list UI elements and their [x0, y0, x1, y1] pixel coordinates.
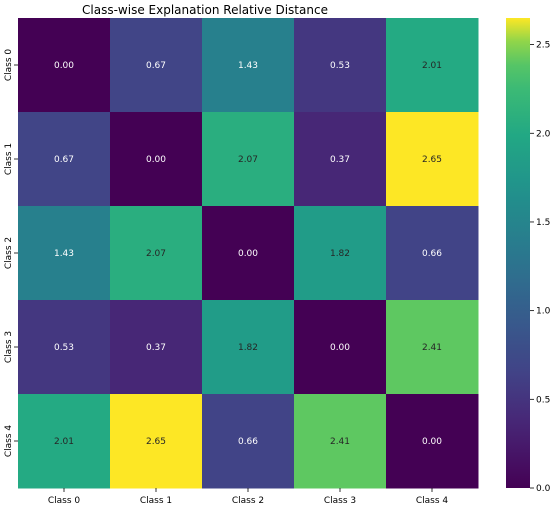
heatmap-cell: [202, 394, 295, 489]
y-tick-label: Class 0: [4, 49, 14, 82]
y-tick-label: Class 3: [4, 331, 14, 363]
heatmap-cell: [18, 112, 111, 207]
colorbar-tick-label: 2.5: [536, 41, 550, 51]
cell-value-label: 2.01: [54, 437, 74, 447]
cell-value-label: 1.43: [238, 61, 258, 71]
x-tick-label: Class 4: [416, 496, 449, 505]
y-tick-label: Class 1: [4, 143, 14, 175]
cell-value-label: 0.00: [422, 437, 442, 447]
cell-value-label: 0.37: [330, 155, 350, 165]
colorbar-tick-label: 2.0: [536, 129, 550, 139]
cell-value-label: 2.41: [422, 343, 442, 353]
colorbar-tick-label: 0.5: [536, 395, 550, 405]
heatmap-cell: [18, 18, 111, 113]
heatmap-cell: [110, 206, 203, 301]
cell-value-label: 2.01: [422, 61, 442, 71]
heatmap-cell: [386, 206, 479, 301]
cell-value-label: 0.00: [54, 61, 74, 71]
y-tick-label: Class 4: [4, 425, 14, 458]
colorbar-tick-label: 1.0: [536, 307, 550, 317]
heatmap-cell: [202, 112, 295, 207]
heatmap-cell: [18, 300, 111, 395]
cell-value-label: 1.82: [330, 249, 350, 259]
colorbar-tick-label: 0.0: [536, 484, 550, 494]
cell-value-label: 0.53: [54, 343, 74, 353]
x-tick-label: Class 1: [140, 496, 172, 505]
heatmap-cell: [294, 300, 387, 395]
cell-value-label: 0.67: [146, 61, 166, 71]
heatmap-cell: [294, 112, 387, 207]
cell-value-label: 2.65: [146, 437, 166, 447]
colorbar: 0.0 0.5 1.0 1.5 2.0 2.5: [506, 18, 550, 494]
cell-value-label: 0.37: [146, 343, 166, 353]
heatmap-cell: [202, 206, 295, 301]
heatmap-cell: [110, 300, 203, 395]
x-axis: Class 0 Class 1 Class 2 Class 3 Class 4: [48, 488, 449, 505]
heatmap-cells: 0.00 0.67 1.43 0.53 2.01 0.67 0.00 2.07 0.37 2.65…: [18, 18, 479, 489]
heatmap-cell: [386, 18, 479, 113]
heatmap-cell: [294, 206, 387, 301]
x-tick-label: Class 3: [324, 496, 356, 505]
heatmap-cell: [202, 18, 295, 113]
heatmap-cell: [18, 394, 111, 489]
x-tick-label: Class 2: [232, 496, 264, 505]
cell-value-label: 0.00: [238, 249, 258, 259]
heatmap-cell: [386, 300, 479, 395]
colorbar-tick-label: 1.5: [536, 218, 550, 228]
cell-value-label: 0.53: [330, 61, 350, 71]
cell-value-label: 1.43: [54, 249, 74, 259]
heatmap-cell: [110, 18, 203, 113]
cell-value-label: 0.00: [330, 343, 350, 353]
cell-value-label: 0.00: [146, 155, 166, 165]
cell-value-label: 0.66: [422, 249, 442, 259]
heatmap-cell: [294, 18, 387, 113]
heatmap-cell: [202, 300, 295, 395]
heatmap-cell: [110, 112, 203, 207]
cell-value-label: 2.41: [330, 437, 350, 447]
x-tick-label: Class 0: [48, 496, 81, 505]
cell-value-label: 2.07: [238, 155, 258, 165]
heatmap-cell: [18, 206, 111, 301]
cell-value-label: 0.67: [54, 155, 74, 165]
colorbar-gradient: [506, 18, 530, 488]
chart-title: Class-wise Explanation Relative Distance: [82, 3, 328, 17]
heatmap-cell: [294, 394, 387, 489]
cell-value-label: 2.07: [146, 249, 166, 259]
y-tick-label: Class 2: [4, 237, 14, 269]
heatmap-cell: [110, 394, 203, 489]
cell-value-label: 1.82: [238, 343, 258, 353]
cell-value-label: 0.66: [238, 437, 258, 447]
heatmap-cell: [386, 112, 479, 207]
y-axis: Class 0 Class 1 Class 2 Class 3 Class 4: [4, 49, 18, 458]
heatmap-cell: [386, 394, 479, 489]
cell-value-label: 2.65: [422, 155, 442, 165]
